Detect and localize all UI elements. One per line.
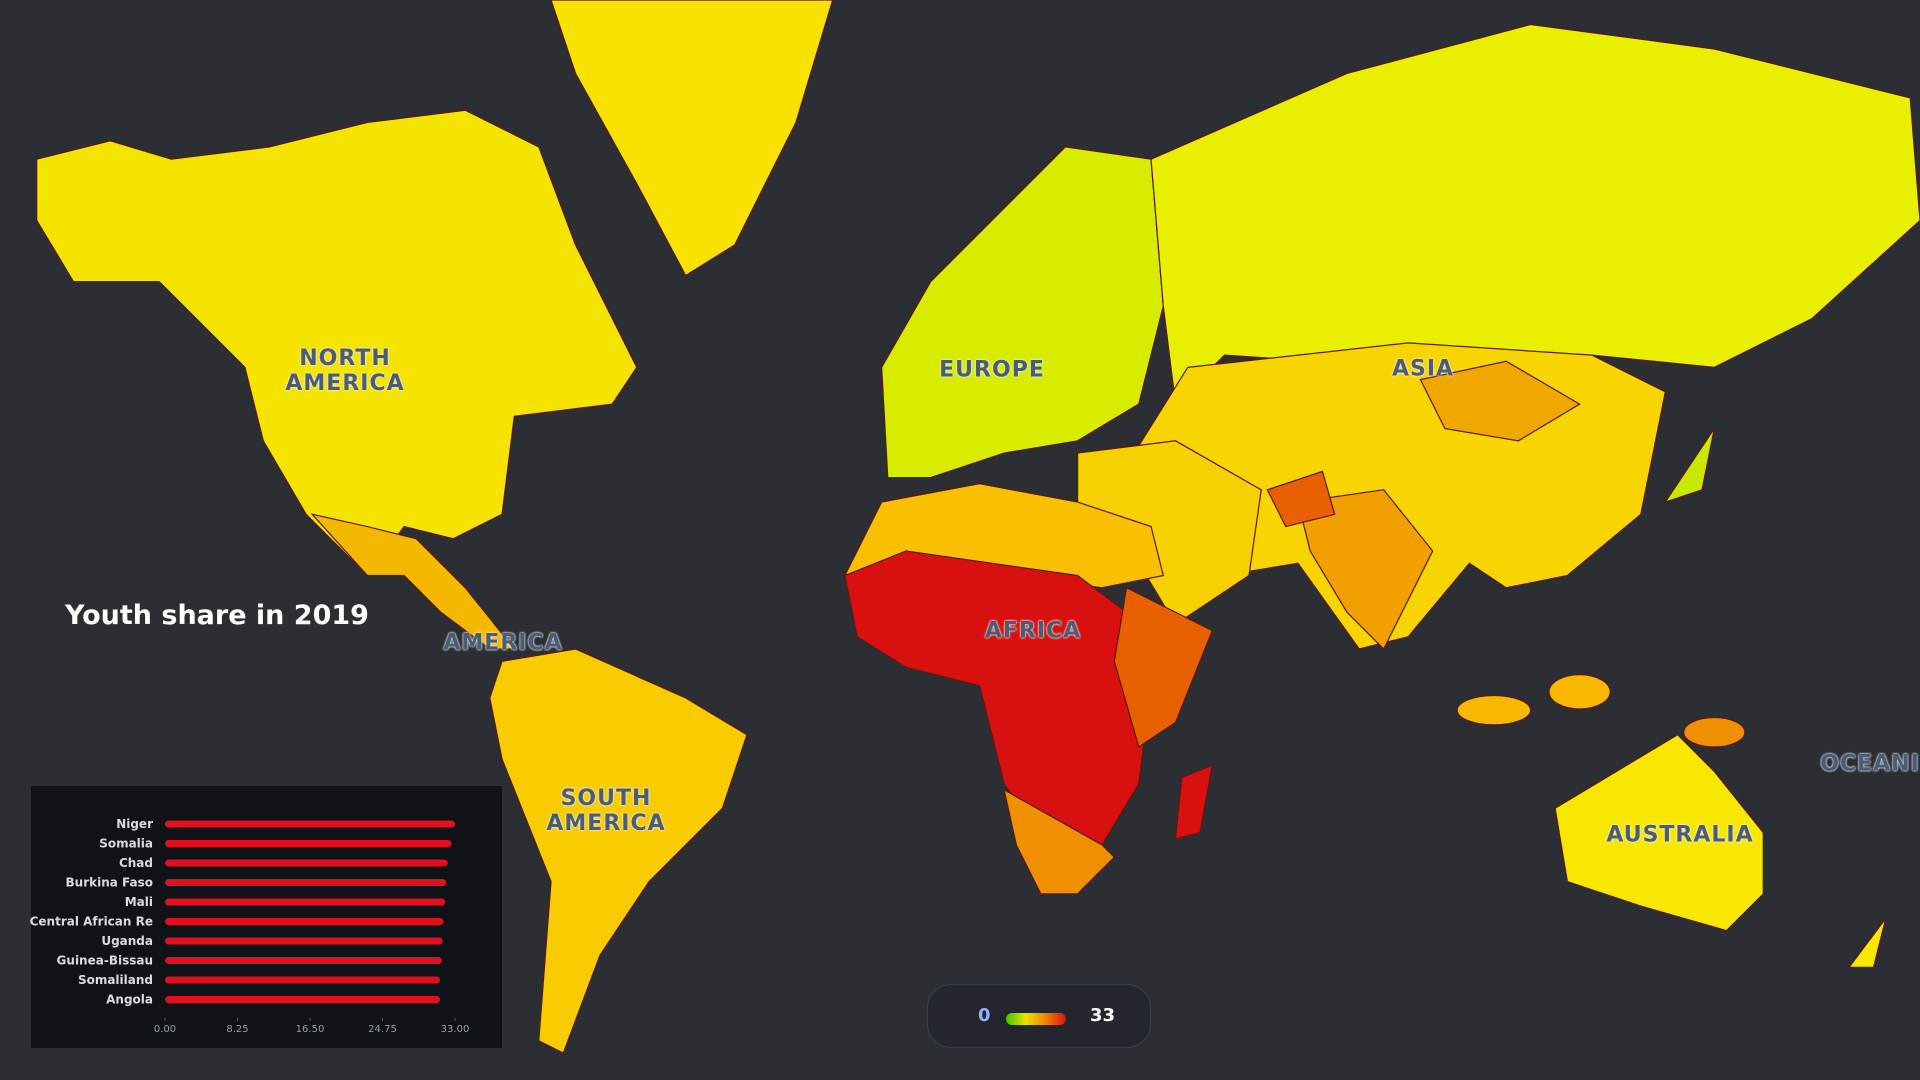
y-tick-label: Somalia — [99, 837, 153, 851]
map-title: Youth share in 2019 — [65, 600, 369, 631]
y-tick-label: Uganda — [101, 934, 153, 948]
continent-label: EUROPE — [939, 357, 1045, 383]
legend-gradient — [1006, 1013, 1066, 1025]
y-tick-label: Angola — [106, 993, 153, 1007]
x-tick-label: 33.00 — [441, 1024, 470, 1035]
continent-label: ASIA — [1391, 356, 1455, 382]
bar — [165, 840, 452, 847]
y-tick-label: Chad — [119, 856, 153, 870]
bar — [165, 820, 455, 828]
countries — [36, 0, 1920, 1054]
y-tick-label: Somaliland — [78, 973, 153, 987]
legend-max: 33 — [1090, 1005, 1116, 1026]
bar — [165, 879, 447, 886]
bar — [165, 957, 442, 964]
x-tick-label: 8.25 — [226, 1024, 248, 1035]
continent-label: AUSTRALIA — [1606, 822, 1754, 848]
y-tick-label: Central African Re — [30, 915, 153, 929]
bar — [165, 976, 441, 984]
bar — [165, 918, 444, 925]
bar — [165, 996, 441, 1003]
continent-label: SOUTH AMERICA — [546, 786, 666, 836]
color-legend: 0 33 — [927, 984, 1151, 1048]
bar — [165, 859, 448, 867]
bar — [165, 898, 446, 906]
x-tick-label: 16.50 — [296, 1024, 325, 1035]
x-tick-label: 0.00 — [154, 1024, 176, 1035]
continent-label: OCEANI — [1820, 751, 1920, 777]
legend-min: 0 — [978, 1005, 991, 1026]
continent-label: AFRICA — [984, 618, 1082, 644]
x-tick-label: 24.75 — [368, 1024, 397, 1035]
bar — [165, 937, 443, 945]
y-tick-label: Guinea-Bissau — [57, 954, 153, 968]
continent-label: AMERICA — [443, 630, 563, 656]
chart-panel — [31, 786, 502, 1048]
y-tick-label: Niger — [116, 817, 153, 831]
continent-label: NORTH AMERICA — [285, 346, 405, 396]
y-tick-label: Burkina Faso — [66, 876, 154, 890]
y-tick-label: Mali — [125, 895, 153, 909]
